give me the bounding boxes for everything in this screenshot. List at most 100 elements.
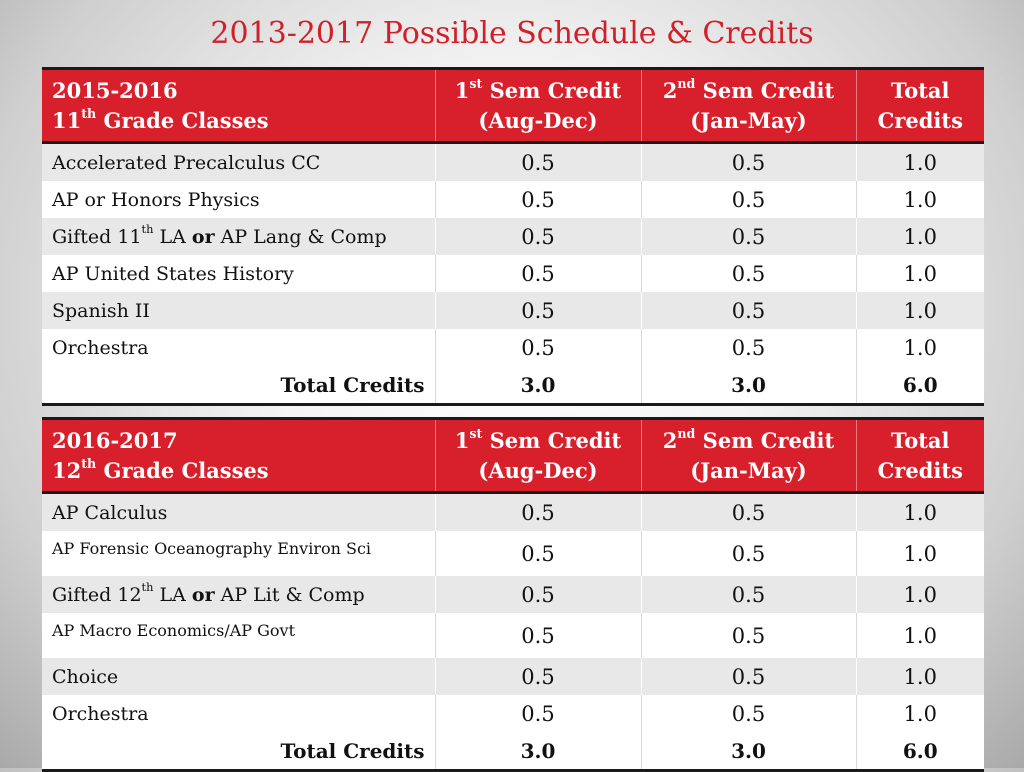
sem1-credit: 0.5: [434, 658, 641, 695]
total-credit: 1.0: [855, 695, 984, 732]
header-sem2-sub: (Jan-May): [690, 107, 807, 133]
table-row: Choice 0.5 0.5 1.0: [42, 658, 984, 695]
sem1-credit: 0.5: [434, 255, 641, 292]
total-credit: 1.0: [855, 181, 984, 218]
sem2-credit: 0.5: [640, 492, 856, 531]
page-title: 2013-2017 Possible Schedule & Credits: [210, 16, 814, 51]
class-name: Spanish II: [52, 299, 150, 322]
class-name-mid: LA: [153, 583, 192, 606]
class-name: Gifted 11th LA or AP Lang & Comp: [42, 218, 435, 255]
header-grade-num: 11: [52, 107, 82, 133]
table-header-row: 2016-2017 12th Grade Classes 1st Sem Cre…: [42, 418, 984, 493]
sem1-credit: 0.5: [434, 695, 641, 732]
class-name: Orchestra: [52, 336, 149, 359]
header-sem1-sup: st: [469, 425, 483, 441]
total-sem2: 3.0: [640, 732, 856, 771]
sem2-credit: 0.5: [640, 329, 856, 366]
sem1-credit: 0.5: [434, 531, 641, 576]
header-grade-num: 12: [52, 457, 82, 483]
sem2-credit: 0.5: [640, 142, 856, 181]
header-sem1-rest: Sem Credit: [482, 77, 622, 103]
class-name-sup: th: [141, 222, 154, 237]
class-name: Accelerated Precalculus CC: [52, 151, 321, 174]
total-credit: 1.0: [855, 531, 984, 576]
header-sem2-sup: nd: [677, 75, 696, 91]
total-row: Total Credits 3.0 3.0 6.0: [42, 732, 984, 771]
header-classes: 2016-2017 12th Grade Classes: [42, 419, 435, 493]
header-total-line1: Total: [890, 77, 950, 103]
total-all: 6.0: [855, 366, 984, 405]
total-credit: 1.0: [855, 218, 984, 255]
header-sem1-sub: (Aug-Dec): [478, 107, 598, 133]
total-credit: 1.0: [855, 613, 984, 658]
table-row: AP or Honors Physics 0.5 0.5 1.0: [42, 181, 984, 218]
table-row: Accelerated Precalculus CC 0.5 0.5 1.0: [42, 142, 984, 181]
sem2-credit: 0.5: [640, 613, 856, 658]
table-row: Orchestra 0.5 0.5 1.0: [42, 329, 984, 366]
sem2-credit: 0.5: [640, 292, 856, 329]
total-label: Total Credits: [280, 738, 425, 763]
schedule-table-12th-grade: 2016-2017 12th Grade Classes 1st Sem Cre…: [42, 417, 984, 772]
class-name: Choice: [52, 665, 119, 688]
class-name: Orchestra: [52, 702, 149, 725]
total-label: Total Credits: [280, 372, 425, 397]
header-sem2: 2nd Sem Credit (Jan-May): [640, 418, 856, 493]
sem2-credit: 0.5: [640, 255, 856, 292]
class-name-or: or: [191, 583, 215, 606]
header-sem2-num: 2: [662, 427, 678, 453]
table-row: AP Forensic Oceanography Environ Sci 0.5…: [42, 531, 984, 576]
class-name: AP or Honors Physics: [52, 188, 260, 211]
table-row: Spanish II 0.5 0.5 1.0: [42, 292, 984, 329]
total-credit: 1.0: [855, 292, 984, 329]
header-sem1-sup: st: [469, 75, 483, 91]
header-total: Total Credits: [855, 68, 984, 143]
header-sem2-rest: Sem Credit: [695, 427, 835, 453]
header-sem1: 1st Sem Credit (Aug-Dec): [434, 418, 641, 493]
total-credit: 1.0: [855, 142, 984, 181]
class-name: AP Calculus: [52, 501, 168, 524]
header-sem1-sub: (Aug-Dec): [478, 457, 598, 483]
sem2-credit: 0.5: [640, 218, 856, 255]
total-credit: 1.0: [855, 576, 984, 613]
header-grade-sup: th: [81, 455, 97, 471]
sem1-credit: 0.5: [434, 576, 641, 613]
sem2-credit: 0.5: [640, 576, 856, 613]
total-sem1: 3.0: [434, 732, 641, 771]
table-header-row: 2015-2016 11th Grade Classes 1st Sem Cre…: [42, 68, 984, 143]
header-total: Total Credits: [855, 418, 984, 493]
sem2-credit: 0.5: [640, 658, 856, 695]
header-total-line2: Credits: [877, 457, 963, 483]
sem1-credit: 0.5: [434, 218, 641, 255]
class-name-post: AP Lang & Comp: [214, 225, 387, 248]
header-sem1: 1st Sem Credit (Aug-Dec): [434, 68, 641, 143]
sem2-credit: 0.5: [640, 695, 856, 732]
header-grade-rest: Grade Classes: [96, 107, 269, 133]
class-name-pre: Gifted 11: [52, 225, 142, 248]
header-total-line1: Total: [890, 427, 950, 453]
table-row: AP Calculus 0.5 0.5 1.0: [42, 492, 984, 531]
header-year: 2016-2017: [52, 427, 178, 453]
table-row: AP United States History 0.5 0.5 1.0: [42, 255, 984, 292]
header-sem2-sup: nd: [677, 425, 696, 441]
class-name: AP United States History: [52, 262, 294, 285]
total-sem2: 3.0: [640, 366, 856, 405]
header-total-line2: Credits: [877, 107, 963, 133]
sem1-credit: 0.5: [434, 329, 641, 366]
total-sem1: 3.0: [434, 366, 641, 405]
header-sem2: 2nd Sem Credit (Jan-May): [640, 68, 856, 143]
sem1-credit: 0.5: [434, 292, 641, 329]
sem1-credit: 0.5: [434, 142, 641, 181]
total-credit: 1.0: [855, 329, 984, 366]
total-credit: 1.0: [855, 658, 984, 695]
header-grade-rest: Grade Classes: [96, 457, 269, 483]
header-sem1-num: 1: [454, 427, 470, 453]
class-name-post: AP Lit & Comp: [214, 583, 365, 606]
table-row: Orchestra 0.5 0.5 1.0: [42, 695, 984, 732]
header-sem2-rest: Sem Credit: [695, 77, 835, 103]
class-name: Gifted 12th LA or AP Lit & Comp: [42, 576, 435, 613]
header-sem1-num: 1: [454, 77, 470, 103]
sem1-credit: 0.5: [434, 492, 641, 531]
total-row: Total Credits 3.0 3.0 6.0: [42, 366, 984, 405]
schedule-table-11th-grade: 2015-2016 11th Grade Classes 1st Sem Cre…: [42, 67, 984, 406]
table-row: Gifted 11th LA or AP Lang & Comp 0.5 0.5…: [42, 218, 984, 255]
